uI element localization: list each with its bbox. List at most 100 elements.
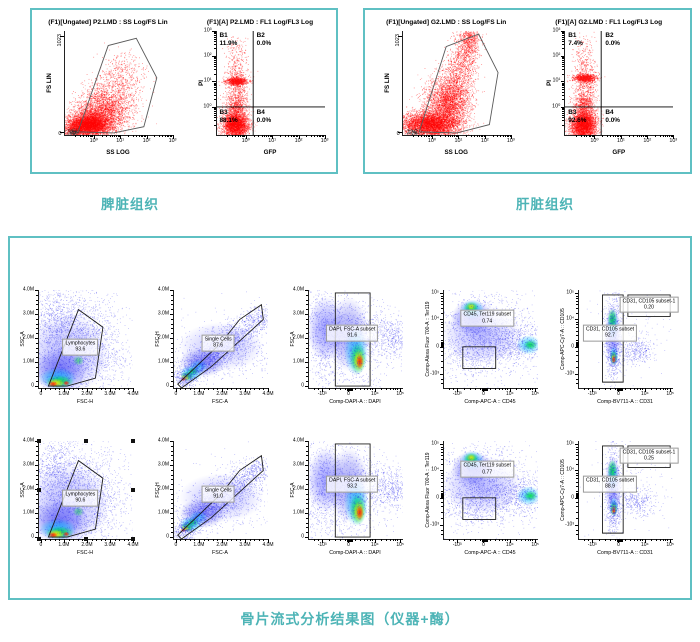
x-axis-minor-tick	[670, 135, 672, 137]
y-axis-minor-tick	[576, 529, 578, 531]
x-axis-minor-tick	[313, 388, 315, 390]
x-axis-minor-tick	[516, 539, 518, 541]
x-axis-minor-tick	[231, 539, 233, 541]
x-axis-minor-tick	[321, 135, 323, 137]
y-axis-minor-tick	[441, 321, 443, 323]
y-axis-minor-tick	[213, 69, 216, 71]
x-axis-minor-tick	[667, 539, 669, 541]
selection-handle	[84, 537, 88, 541]
x-axis-tick-label: 4.0M	[262, 391, 274, 397]
x-axis-minor-tick	[340, 388, 342, 390]
y-axis-minor-tick	[306, 445, 308, 447]
y-axis-tick-label: 3.0M	[292, 461, 304, 468]
x-axis-minor-tick	[114, 388, 116, 390]
flow-plot: Comp-APC-Cy7-A :: CD105 -10³ 0 10⁴ 10⁵ -10³ 0 1…	[552, 441, 687, 556]
x-axis-minor-tick	[625, 539, 627, 541]
x-axis-minor-tick	[363, 539, 365, 541]
pi-gfp-plot: (F1)[A] P2.LMD : FL1 Log/FL3 Log PI 10⁰ 10¹…	[186, 13, 334, 156]
y-axis-minor-tick	[36, 498, 38, 500]
y-axis-minor-tick	[36, 366, 38, 368]
x-axis-minor-tick	[123, 388, 125, 390]
gate-label: CD31, CD105 subset-1 0.25	[619, 447, 679, 465]
y-axis-tick	[169, 513, 173, 515]
y-axis-minor-tick	[36, 352, 38, 354]
gate-value: 93.6	[75, 346, 86, 353]
y-axis-minor-tick	[36, 318, 38, 320]
gate-value: 87.6	[213, 342, 224, 349]
y-axis-tick	[34, 513, 38, 515]
y-axis-minor-tick	[441, 478, 443, 480]
x-axis-tick	[40, 539, 42, 543]
y-axis-minor-tick	[441, 449, 443, 451]
x-axis-minor-tick	[665, 388, 666, 390]
gate-name: DAPI, FSC-A subset	[329, 326, 376, 333]
y-axis-minor-tick	[171, 371, 173, 373]
x-axis-minor-tick	[372, 388, 374, 390]
y-axis-minor-tick	[576, 446, 578, 448]
x-axis-minor-tick	[498, 539, 500, 541]
x-axis-minor-tick	[168, 135, 170, 137]
x-axis-minor-tick	[68, 539, 70, 541]
x-axis-minor-tick	[470, 539, 472, 541]
y-axis-minor-tick	[213, 117, 216, 119]
x-axis-minor-tick	[239, 135, 241, 137]
y-axis-tick	[34, 362, 38, 364]
y-axis-minor-tick	[306, 299, 308, 301]
y-axis-minor-tick	[213, 33, 216, 35]
y-axis-minor-tick	[36, 299, 38, 301]
x-axis-minor-tick	[470, 388, 472, 390]
x-axis-minor-tick	[226, 388, 228, 390]
y-axis-minor-tick	[36, 323, 38, 325]
x-axis-tick-label: 10⁴	[505, 391, 514, 397]
y-axis-minor-tick	[171, 333, 173, 335]
x-axis-label: SS LOG	[106, 149, 130, 156]
plot-title: (F1)[Ungated] G2.LMD : SS Log/FS Lin	[386, 19, 507, 26]
x-axis-label: Comp-BV711-A :: CD31	[597, 399, 653, 405]
liver-panel: (F1)[Ungated] G2.LMD : SS Log/FS Lin FS L…	[363, 8, 692, 174]
x-axis-minor-tick	[235, 539, 237, 541]
y-axis-minor-tick	[171, 522, 173, 524]
y-axis-minor-tick	[441, 529, 443, 531]
x-axis-minor-tick	[423, 135, 425, 137]
y-axis-minor-tick	[213, 40, 216, 42]
y-axis-minor-tick	[213, 85, 216, 87]
y-axis-minor-tick	[306, 522, 308, 524]
x-axis-minor-tick	[288, 135, 290, 137]
x-axis-minor-tick	[642, 539, 644, 541]
x-axis-minor-tick	[639, 135, 641, 137]
flow-plot: Comp-APC-Cy7-A :: CD105 -10³ 0 10⁴ 10⁵ -10³ 0 1…	[552, 290, 687, 405]
quadrant-percent: 0.0%	[256, 40, 272, 48]
x-axis-minor-tick	[452, 388, 454, 390]
x-axis-minor-tick	[450, 135, 452, 137]
quadrant-percent: 11.9%	[219, 40, 238, 48]
gate-value: 0.20	[644, 304, 654, 311]
y-axis-minor-tick	[576, 454, 578, 456]
x-axis-minor-tick	[580, 135, 582, 137]
x-axis-minor-tick	[452, 135, 454, 137]
top-panels-row: (F1)[Ungated] P2.LMD : SS Log/FS Lin FS L…	[30, 8, 692, 174]
x-axis-tick-label: 10³	[168, 138, 177, 144]
y-axis-tick-label: 10¹	[203, 77, 212, 84]
x-axis-label: Comp-DAPI-A :: DAPI	[329, 550, 381, 556]
x-axis-minor-tick	[75, 135, 77, 137]
gate-value: 92.7	[605, 333, 615, 340]
y-axis-tick	[169, 290, 173, 291]
y-axis-minor-tick	[213, 89, 216, 91]
x-axis-minor-tick	[644, 135, 646, 137]
y-axis-minor-tick	[306, 333, 308, 335]
x-axis-minor-tick	[317, 388, 319, 390]
x-axis-minor-tick	[630, 539, 632, 541]
y-axis-minor-tick	[171, 445, 173, 447]
x-axis-minor-tick	[483, 135, 485, 137]
y-axis-minor-tick	[213, 94, 216, 96]
y-min-label: 0	[58, 131, 62, 137]
gate-name: CD31, CD105 subset-1	[622, 449, 676, 456]
x-axis-minor-tick	[625, 388, 627, 390]
flow-plot: SSC-A 0 1.0M 2.0M 3.0M 4.0M 0 1.0M 2.0M 3.0M 4.0M L…	[12, 438, 147, 556]
x-axis-tick	[109, 388, 111, 392]
x-axis-minor-tick	[335, 388, 337, 390]
y-axis-tick-label: 3.0M	[22, 461, 34, 468]
x-axis-minor-tick	[123, 539, 125, 541]
y-axis-minor-tick	[441, 295, 443, 297]
x-axis-zero-mark	[347, 388, 354, 391]
